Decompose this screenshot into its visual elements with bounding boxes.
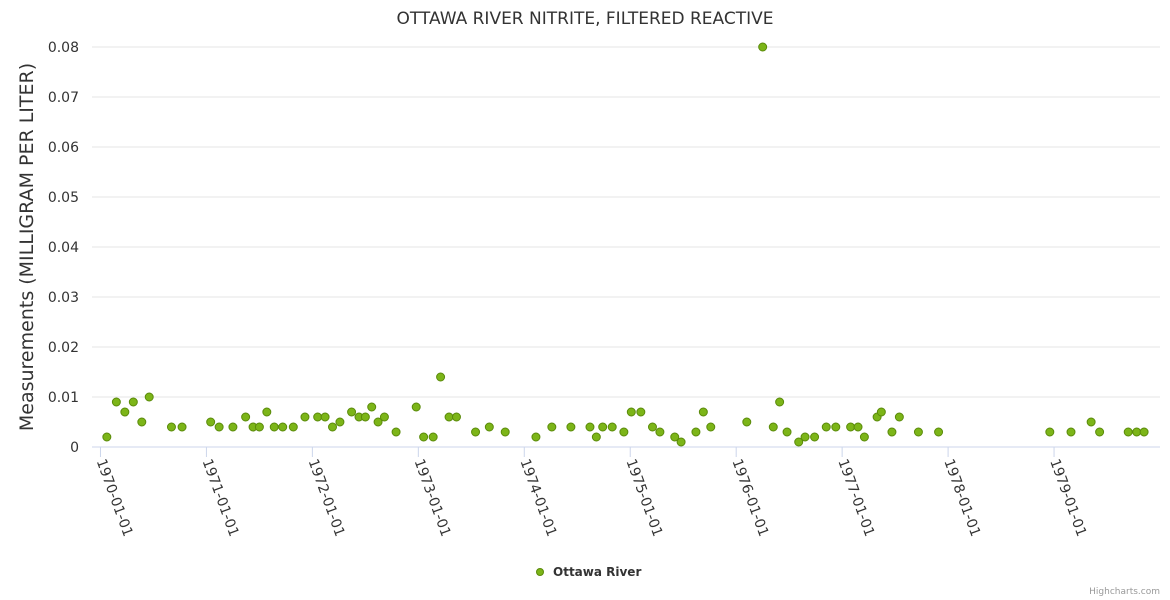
data-point[interactable] (647, 422, 657, 432)
data-point[interactable] (794, 437, 804, 447)
series-ottawa-river (102, 42, 1149, 447)
data-point[interactable] (128, 397, 138, 407)
data-point[interactable] (373, 417, 383, 427)
data-point[interactable] (214, 422, 224, 432)
data-point[interactable] (436, 372, 446, 382)
data-point[interactable] (1139, 427, 1149, 437)
y-tick-label: 0.08 (48, 40, 79, 56)
data-point[interactable] (228, 422, 238, 432)
data-point[interactable] (1132, 427, 1142, 437)
data-point[interactable] (484, 422, 494, 432)
data-point[interactable] (887, 427, 897, 437)
data-point[interactable] (451, 412, 461, 422)
data-point[interactable] (269, 422, 279, 432)
grid-lines (92, 46, 1160, 398)
data-point[interactable] (626, 407, 636, 417)
legend-marker-icon (536, 568, 544, 576)
data-point[interactable] (278, 422, 288, 432)
data-point[interactable] (328, 422, 338, 432)
data-point[interactable] (591, 432, 601, 442)
data-point[interactable] (598, 422, 608, 432)
data-point[interactable] (471, 427, 481, 437)
data-point[interactable] (262, 407, 272, 417)
data-point[interactable] (913, 427, 923, 437)
y-axis-label: Measurements (MILLIGRAM PER LITER) (16, 63, 38, 431)
data-point[interactable] (846, 422, 856, 432)
data-point[interactable] (102, 432, 112, 442)
data-point[interactable] (831, 422, 841, 432)
data-point[interactable] (1066, 427, 1076, 437)
y-tick-label: 0.04 (48, 240, 79, 256)
data-point[interactable] (288, 422, 298, 432)
data-point[interactable] (859, 432, 869, 442)
y-tick-label: 0.03 (48, 290, 79, 306)
data-point[interactable] (706, 422, 716, 432)
data-point[interactable] (300, 412, 310, 422)
data-point[interactable] (655, 427, 665, 437)
data-point[interactable] (876, 407, 886, 417)
data-point[interactable] (934, 427, 944, 437)
data-point[interactable] (1123, 427, 1133, 437)
data-point[interactable] (111, 397, 121, 407)
data-point[interactable] (698, 407, 708, 417)
data-point[interactable] (206, 417, 216, 427)
data-point[interactable] (810, 432, 820, 442)
data-point[interactable] (758, 42, 768, 52)
data-point[interactable] (444, 412, 454, 422)
data-point[interactable] (360, 412, 370, 422)
data-point[interactable] (320, 412, 330, 422)
y-axis-ticks: 0 0.01 0.02 0.03 0.04 0.05 0.06 0.07 0.08 (48, 40, 79, 456)
legend-item-ottawa-river[interactable]: Ottawa River (553, 565, 641, 579)
data-point[interactable] (1095, 427, 1105, 437)
data-point[interactable] (768, 422, 778, 432)
data-point[interactable] (636, 407, 646, 417)
data-point[interactable] (800, 432, 810, 442)
data-point[interactable] (821, 422, 831, 432)
y-tick-label: 0.05 (48, 190, 79, 206)
data-point[interactable] (782, 427, 792, 437)
y-tick-label: 0.07 (48, 90, 79, 106)
data-point[interactable] (500, 427, 510, 437)
data-point[interactable] (1045, 427, 1055, 437)
data-point[interactable] (894, 412, 904, 422)
data-point[interactable] (120, 407, 130, 417)
data-point[interactable] (676, 437, 686, 447)
credits-link[interactable]: Highcharts.com (1089, 587, 1160, 597)
data-point[interactable] (347, 407, 357, 417)
data-point[interactable] (547, 422, 557, 432)
legend[interactable]: Ottawa River (536, 565, 642, 579)
data-point[interactable] (166, 422, 176, 432)
data-point[interactable] (428, 432, 438, 442)
data-point[interactable] (619, 427, 629, 437)
data-point[interactable] (144, 392, 154, 402)
data-point[interactable] (670, 432, 680, 442)
data-point[interactable] (391, 427, 401, 437)
data-point[interactable] (254, 422, 264, 432)
data-point[interactable] (531, 432, 541, 442)
y-tick-label: 0 (70, 440, 79, 456)
data-point[interactable] (379, 412, 389, 422)
data-point[interactable] (177, 422, 187, 432)
data-point[interactable] (566, 422, 576, 432)
data-point[interactable] (313, 412, 323, 422)
data-point[interactable] (367, 402, 377, 412)
data-point[interactable] (742, 417, 752, 427)
data-point[interactable] (335, 417, 345, 427)
y-tick-label: 0.06 (48, 140, 79, 156)
data-point[interactable] (411, 402, 421, 412)
data-point[interactable] (691, 427, 701, 437)
data-point[interactable] (137, 417, 147, 427)
data-point[interactable] (241, 412, 251, 422)
data-point[interactable] (775, 397, 785, 407)
data-point[interactable] (853, 422, 863, 432)
y-tick-label: 0.01 (48, 390, 79, 406)
data-point[interactable] (1086, 417, 1096, 427)
data-point[interactable] (585, 422, 595, 432)
data-point[interactable] (607, 422, 617, 432)
chart-title: OTTAWA RIVER NITRITE, FILTERED REACTIVE (396, 9, 773, 29)
y-tick-label: 0.02 (48, 340, 79, 356)
data-point[interactable] (419, 432, 429, 442)
